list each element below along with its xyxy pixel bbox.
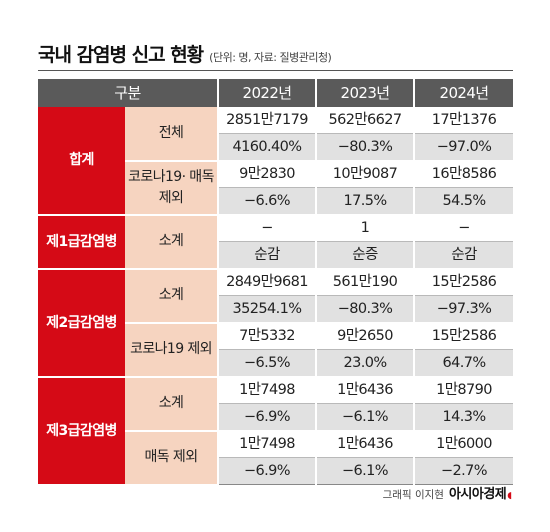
change-rate-cell: 순증 [315, 241, 414, 269]
subcategory-cell: 매독 제외 [125, 430, 218, 486]
count-cell: 1만8790 [413, 376, 513, 404]
count-cell: 17만1376 [413, 107, 513, 134]
change-rate-cell: 순감 [413, 241, 513, 269]
change-rate-cell: −6.6% [217, 187, 316, 215]
table-row: 합계 전체 2851만7179 562만6627 17만1376 [38, 107, 513, 216]
header-year-2024: 2024년 [413, 79, 513, 107]
category-cell: 제3급감염병 [38, 376, 125, 486]
change-rate-cell: −6.5% [217, 349, 316, 377]
table-row: 4160.40% −80.3% −97.0% [38, 133, 513, 161]
subcategory-cell: 소계 [125, 376, 218, 432]
count-cell: 7만5332 [217, 322, 316, 350]
subcategory-cell: 소계 [125, 214, 218, 270]
header-category: 구분 [38, 79, 218, 107]
table-row: 코로나19· 매독 제외 9만2830 10만9087 16만8586 [38, 160, 513, 216]
change-rate-cell: 64.7% [413, 349, 513, 377]
table-row: −6.6% 17.5% 54.5% [38, 187, 513, 215]
title-divider [38, 70, 513, 71]
title-row: 국내 감염병 신고 현황 (단위: 명, 자료: 질병관리청) [38, 40, 332, 67]
count-cell: 16만8586 [413, 160, 513, 188]
page-title: 국내 감염병 신고 현황 [38, 44, 204, 66]
count-cell: 15만2586 [413, 322, 513, 350]
change-rate-cell: −6.9% [217, 403, 316, 431]
change-rate-cell: −6.9% [217, 457, 316, 485]
change-rate-cell: 54.5% [413, 187, 513, 215]
change-rate-cell: 17.5% [315, 187, 414, 215]
table-row: 제1급감염병 소계 −1− [38, 214, 513, 270]
subcategory-cell: 전체 [125, 107, 218, 162]
change-rate-cell: −97.3% [413, 295, 513, 323]
count-cell: 562만6627 [315, 107, 414, 134]
publisher-logo: 아시아경제 [448, 487, 507, 502]
count-cell: 9만2650 [315, 322, 414, 350]
count-cell: 9만2830 [217, 160, 316, 188]
table-row: 제2급감염병 소계 2849만9681 561만190 15만2586 [38, 268, 513, 378]
count-cell: 1만7498 [217, 376, 316, 404]
category-cell: 합계 [38, 107, 125, 216]
count-cell: − [413, 214, 513, 242]
table-row: −6.9% −6.1% −2.7% [38, 457, 513, 485]
subcategory-cell: 소계 [125, 268, 218, 324]
table-row: 35254.1% −80.3% −97.3% [38, 295, 513, 323]
category-cell: 제2급감염병 [38, 268, 125, 378]
count-cell: 1 [315, 214, 414, 242]
count-cell: 1만6000 [413, 430, 513, 458]
change-rate-cell: −97.0% [413, 133, 513, 161]
subcategory-cell: 코로나19 제외 [125, 322, 218, 378]
table-row: 제3급감염병 소계 1만7498 1만6436 1만8790 [38, 376, 513, 486]
infection-report-table: 구분 2022년 2023년 2024년 합계 전체 2851만7179 562만66… [38, 79, 513, 486]
count-cell: 1만7498 [217, 430, 316, 458]
count-cell: 1만6436 [315, 376, 414, 404]
change-rate-cell: −2.7% [413, 457, 513, 485]
change-rate-cell: −6.1% [315, 403, 414, 431]
table-row: 순감 순증 순감 [38, 241, 513, 269]
header-year-2023: 2023년 [315, 79, 414, 107]
publisher-logo-mark-icon: ◖ [507, 491, 512, 501]
count-cell: 561만190 [315, 268, 414, 296]
change-rate-cell: 순감 [217, 241, 316, 269]
count-cell: 10만9087 [315, 160, 414, 188]
change-rate-cell: 23.0% [315, 349, 414, 377]
page-subtitle: (단위: 명, 자료: 질병관리청) [209, 51, 332, 64]
table-row: 매독 제외 1만7498 1만6436 1만6000 [38, 430, 513, 486]
table-row: −6.5% 23.0% 64.7% [38, 349, 513, 377]
count-cell: 2849만9681 [217, 268, 316, 296]
change-rate-cell: 35254.1% [217, 295, 316, 323]
change-rate-cell: −80.3% [315, 295, 414, 323]
change-rate-cell: −6.1% [315, 457, 414, 485]
category-cell: 제1급감염병 [38, 214, 125, 270]
credit-text: 그래픽 이지현 [382, 489, 444, 501]
change-rate-cell: 14.3% [413, 403, 513, 431]
change-rate-cell: −80.3% [315, 133, 414, 161]
count-cell: 1만6436 [315, 430, 414, 458]
count-cell: 15만2586 [413, 268, 513, 296]
count-cell: 2851만7179 [217, 107, 316, 134]
table-row: 코로나19 제외 7만5332 9만2650 15만2586 [38, 322, 513, 378]
table-row: −6.9% −6.1% 14.3% [38, 403, 513, 431]
credit: 그래픽 이지현 아시아경제 ◖ [383, 483, 512, 502]
header-year-2022: 2022년 [217, 79, 316, 107]
change-rate-cell: 4160.40% [217, 133, 316, 161]
count-cell: − [217, 214, 316, 242]
table-body: 합계 전체 2851만7179 562만6627 17만1376 4160.40% −80.… [38, 107, 513, 486]
subcategory-cell: 코로나19· 매독 제외 [125, 160, 218, 216]
